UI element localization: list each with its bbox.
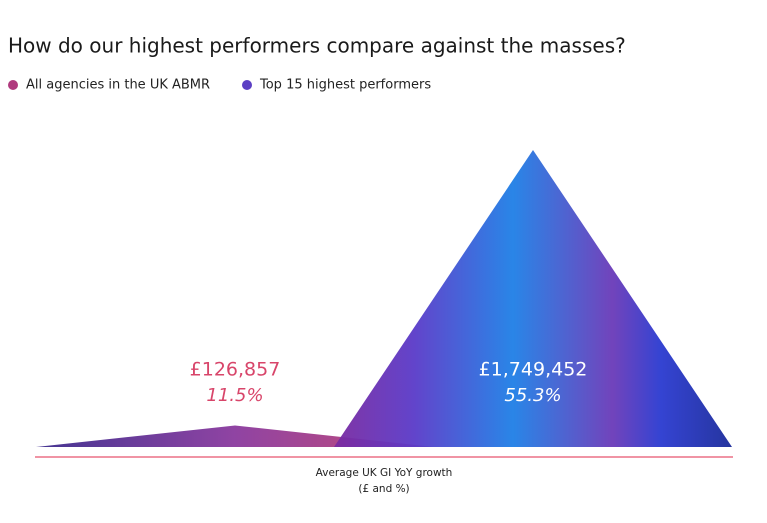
axis-label: (£ and %) [358, 483, 409, 495]
percent-label: 11.5% [206, 385, 263, 406]
legend-label: Top 15 highest performers [259, 78, 431, 93]
percent-label: 55.3% [504, 385, 561, 406]
chart-title: How do our highest performers compare ag… [8, 34, 626, 58]
value-label: £1,749,452 [479, 359, 588, 381]
legend-marker [242, 80, 252, 90]
triangle [36, 425, 434, 447]
value-label: £126,857 [190, 359, 281, 381]
legend-marker [8, 80, 18, 90]
legend-label: All agencies in the UK ABMR [26, 78, 210, 93]
triangle [334, 150, 732, 447]
axis-label: Average UK GI YoY growth [316, 467, 453, 479]
